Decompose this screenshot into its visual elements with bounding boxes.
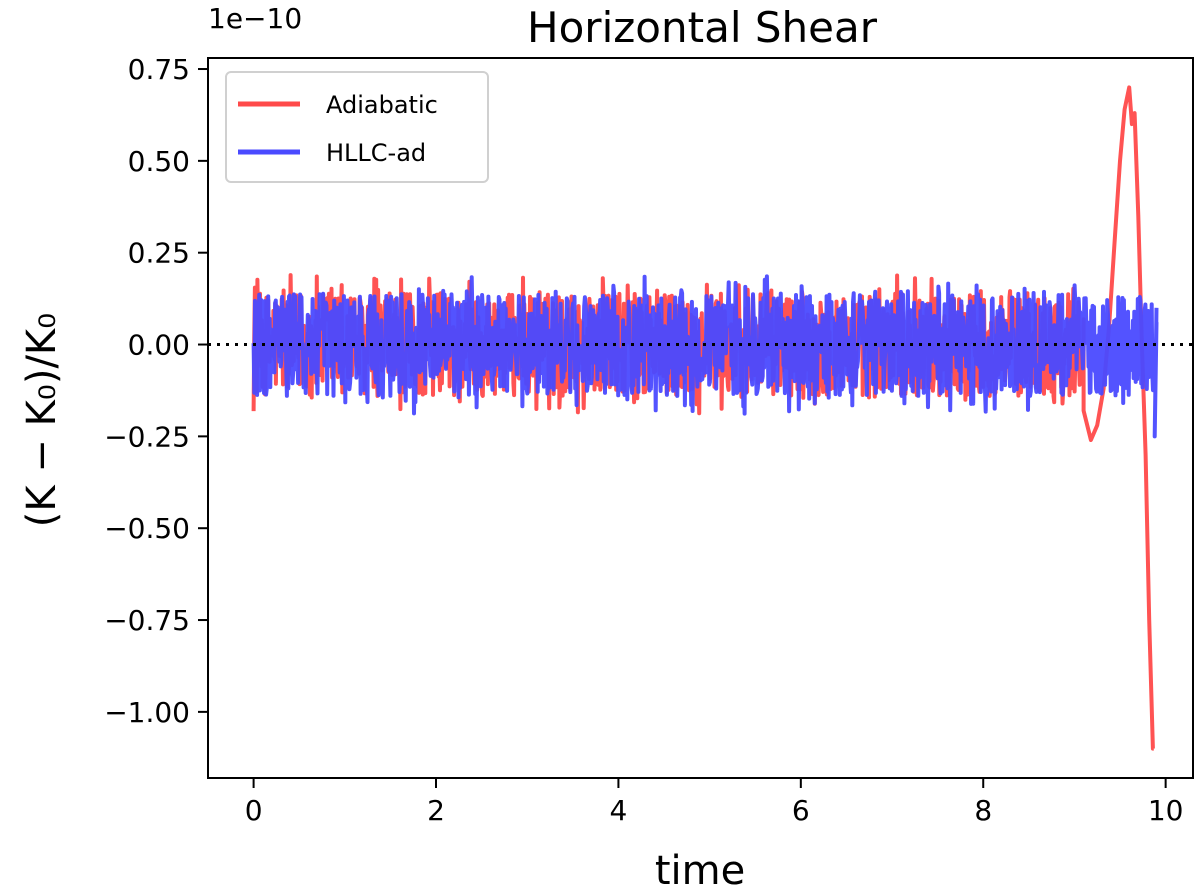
y-tick-label: −0.25 (104, 420, 190, 453)
y-tick-label: −0.50 (104, 512, 190, 545)
x-tick-label: 8 (974, 794, 992, 827)
x-axis: 0 2 4 6 8 10 (245, 778, 1184, 827)
x-tick-label: 2 (427, 794, 445, 827)
x-tick-label: 4 (610, 794, 628, 827)
series-line-adiabatic (251, 85, 1155, 751)
x-tick-label: 10 (1148, 794, 1184, 827)
x-tick-label: 6 (792, 794, 810, 827)
y-tick-label: 0.75 (128, 53, 190, 86)
y-tick-label: 0.50 (128, 145, 190, 178)
legend-label-hllc-ad: HLLC-ad (326, 139, 426, 167)
y-tick-label: 0.25 (128, 237, 190, 270)
y-axis-label: (K − K₀)/K₀ (19, 313, 65, 527)
chart-title: Horizontal Shear (527, 3, 878, 52)
y-tick-label: 0.00 (128, 329, 190, 362)
series-line-hllc-ad (251, 274, 1159, 439)
y-tick-label: −0.75 (104, 604, 190, 637)
x-axis-label: time (655, 848, 745, 894)
y-tick-label: −1.00 (104, 696, 190, 729)
plot-frame (207, 57, 1194, 779)
legend-label-adiabatic: Adiabatic (326, 91, 438, 119)
y-axis: 0.75 0.50 0.25 0.00 −0.25 −0.50 −0.75 −1.00 (104, 53, 208, 729)
legend: Adiabatic HLLC-ad (225, 71, 489, 183)
y-offset-text: 1e−10 (208, 2, 302, 35)
x-tick-label: 0 (245, 794, 263, 827)
